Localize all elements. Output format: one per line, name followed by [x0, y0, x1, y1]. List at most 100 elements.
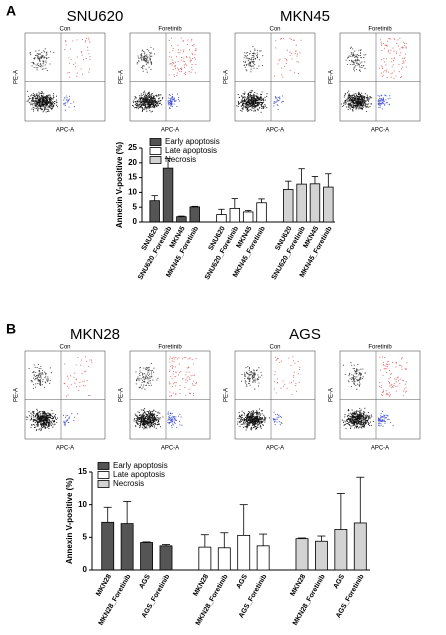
flow-dot [49, 380, 51, 382]
flow-dot [353, 67, 355, 69]
flow-title: Con [269, 345, 280, 351]
flow-dot [39, 379, 41, 381]
flow-dot [185, 374, 187, 376]
flow-dot [380, 41, 382, 43]
flow-dot [275, 40, 277, 42]
flow-dot [154, 99, 156, 101]
flow-dot [148, 421, 150, 423]
flow-dot [171, 417, 173, 419]
flow-dot [148, 369, 150, 371]
flow-dot [135, 421, 137, 423]
flow-dot [251, 413, 253, 415]
flow-dot [192, 383, 194, 385]
flow-dot [34, 426, 36, 428]
flow-dot [256, 97, 259, 99]
flow-dot [369, 417, 371, 419]
flow-dot [175, 385, 177, 387]
flow-dot [177, 44, 179, 46]
flow-dot [364, 411, 366, 413]
flow-dot [386, 364, 388, 366]
flow-dot [47, 379, 49, 381]
flow-dot [139, 106, 141, 109]
flow-dot [53, 100, 56, 103]
flow-dot [140, 100, 142, 102]
flow-dot [86, 360, 88, 362]
flow-dot [168, 422, 170, 424]
flow-dot [187, 380, 189, 382]
flow-dot [239, 415, 241, 417]
flow-dot [260, 105, 262, 107]
flow-dot [40, 100, 42, 102]
flow-dot [28, 411, 30, 413]
flow-dot [136, 379, 138, 381]
flow-dot [41, 108, 43, 110]
flow-dot [140, 422, 142, 424]
flow-dot [171, 93, 173, 95]
flow-dot [173, 361, 175, 363]
flow-dot [248, 378, 250, 380]
flow-dot [44, 51, 46, 53]
flow-dot [44, 103, 46, 105]
flow-dot [73, 106, 75, 108]
flow-dot [351, 104, 353, 106]
flow-dot [43, 50, 45, 52]
flow-dot [382, 99, 384, 101]
flow-dot [249, 375, 251, 377]
flow-dot [239, 103, 241, 105]
flow-dot [361, 427, 363, 429]
flow-dot [246, 384, 248, 386]
flow-dot [249, 63, 251, 65]
flow-dot [249, 371, 251, 373]
flow-dot [250, 91, 252, 93]
flow-dot [34, 102, 36, 104]
flow-dot [88, 39, 90, 41]
flow-dot [249, 377, 251, 379]
flow-dot [29, 97, 31, 99]
flow-dot [363, 425, 365, 427]
flow-dot [140, 384, 142, 386]
flow-dot [254, 416, 256, 418]
flow-dot [252, 59, 254, 61]
flow-dot [37, 422, 39, 424]
flow-dot [141, 100, 143, 102]
flow-dot [362, 417, 364, 419]
flow-dot [155, 95, 158, 97]
flow-dot [382, 74, 384, 76]
flow-dot [364, 372, 366, 374]
flow-dot [260, 427, 262, 429]
flow-dot [138, 57, 140, 59]
flow-dot [142, 57, 144, 59]
flow-dot [149, 52, 151, 55]
flow-dot [382, 71, 385, 73]
flow-dot [42, 419, 45, 421]
flow-dot [260, 100, 262, 102]
flow-dot [43, 412, 45, 414]
flow-dot [47, 426, 49, 428]
flow-dot [134, 107, 136, 109]
flow-dot [254, 374, 256, 376]
flow-dot [241, 374, 243, 376]
flow-dot [151, 98, 153, 100]
flow-dot [247, 51, 249, 54]
flow-dot [143, 412, 146, 414]
flow-dot [245, 381, 247, 383]
flow-dot [350, 52, 352, 54]
flow-dot [151, 55, 153, 57]
flow-dot [371, 97, 373, 99]
flow-dot [244, 66, 246, 68]
flow-dot [152, 424, 154, 426]
flow-dot [42, 373, 44, 375]
flow-dot [273, 411, 275, 413]
flow-dot [143, 428, 145, 430]
flow-dot [168, 381, 170, 383]
flow-dot [388, 103, 390, 105]
flow-dot [147, 370, 149, 372]
flow-dot [86, 37, 88, 39]
flow-dot [145, 61, 147, 63]
flow-dot [37, 103, 39, 105]
flow-dot [245, 96, 247, 98]
flow-dot [348, 419, 350, 421]
flow-dot [31, 65, 33, 67]
flow-dot [259, 418, 261, 420]
flow-dot [68, 417, 70, 419]
